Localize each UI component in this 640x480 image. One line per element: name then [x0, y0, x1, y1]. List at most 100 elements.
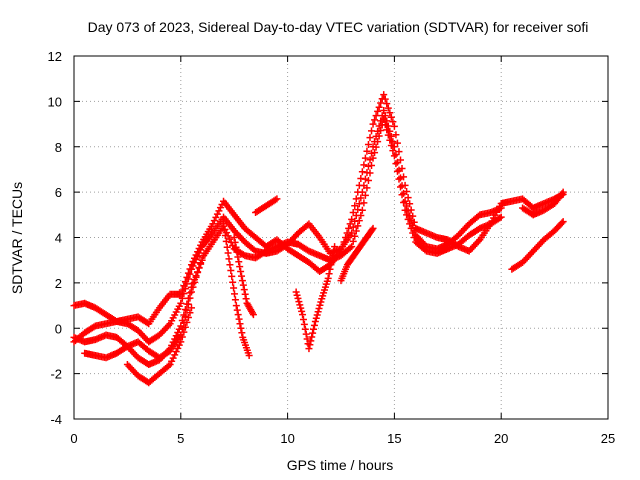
- data-point: [357, 194, 365, 202]
- data-point: [392, 151, 400, 159]
- data-point: [366, 169, 374, 177]
- data-point: [496, 214, 504, 222]
- grid: [74, 56, 608, 419]
- data-point: [239, 281, 247, 289]
- data-point: [326, 265, 334, 273]
- data-point: [311, 317, 319, 325]
- data-point: [189, 262, 197, 270]
- data-point: [400, 198, 408, 206]
- data-point: [381, 112, 389, 120]
- data-point: [220, 226, 228, 234]
- data-point: [232, 302, 240, 310]
- data-point: [168, 357, 176, 365]
- axes: 0 5 10 15 20 25 -4 -2 0 2 4 6 8 10 12: [48, 49, 616, 446]
- data-point: [407, 224, 415, 232]
- data-point: [186, 289, 194, 297]
- data-point: [346, 244, 354, 252]
- data-point: [228, 272, 236, 280]
- data-point: [174, 328, 182, 336]
- data-point: [238, 329, 246, 337]
- data-point: [197, 246, 205, 254]
- data-point: [195, 249, 203, 257]
- data-point: [183, 318, 191, 326]
- data-point: [209, 220, 217, 228]
- x-tick-label: 20: [494, 431, 508, 446]
- y-tick-label: 12: [48, 49, 62, 64]
- data-point: [169, 354, 177, 362]
- x-axis-label: GPS time / hours: [287, 457, 394, 473]
- data-point: [229, 278, 237, 286]
- data-point: [184, 275, 192, 283]
- data-point: [234, 253, 242, 261]
- data-point: [345, 224, 353, 232]
- data-point: [178, 316, 186, 324]
- data-point: [174, 344, 182, 352]
- chart-title: Day 073 of 2023, Sidereal Day-to-day VTE…: [88, 19, 589, 35]
- data-point: [354, 222, 362, 230]
- data-point: [177, 299, 185, 307]
- data-point: [307, 337, 315, 345]
- data-point: [310, 321, 318, 329]
- data-point: [374, 107, 382, 115]
- data-point: [360, 199, 368, 207]
- data-point: [393, 167, 401, 175]
- data-point: [181, 305, 189, 313]
- data-point: [403, 202, 411, 210]
- data-point: [369, 224, 377, 232]
- data-point: [386, 109, 394, 117]
- series-trace-f: [220, 220, 253, 359]
- data-point: [374, 138, 382, 146]
- data-point: [184, 294, 192, 302]
- data-point: [352, 227, 360, 235]
- data-point: [299, 311, 307, 319]
- data-point: [398, 191, 406, 199]
- data-point: [238, 277, 246, 285]
- data-point: [184, 269, 192, 277]
- data-point: [369, 120, 377, 128]
- data-point: [175, 325, 183, 333]
- data-point: [357, 211, 365, 219]
- data-point: [403, 211, 411, 219]
- data-point: [180, 328, 188, 336]
- data-point: [172, 348, 180, 356]
- data-point: [194, 252, 202, 260]
- data-point: [404, 194, 412, 202]
- data-point: [410, 234, 418, 241]
- data-point: [236, 320, 244, 328]
- data-point: [349, 223, 357, 231]
- data-point: [375, 103, 383, 111]
- y-tick-label: 6: [55, 185, 62, 200]
- data-point: [192, 272, 200, 280]
- data-point: [177, 322, 185, 330]
- data-point: [358, 168, 366, 176]
- data-point: [235, 315, 243, 323]
- data-point: [310, 325, 318, 333]
- data-point: [497, 213, 505, 221]
- series-trace-j: [337, 224, 377, 285]
- data-point: [305, 345, 313, 353]
- data-point: [369, 154, 377, 162]
- data-point: [296, 301, 304, 309]
- data-point: [293, 291, 301, 299]
- data-point: [273, 195, 281, 203]
- data-point: [231, 238, 239, 246]
- data-point: [233, 248, 241, 256]
- data-point: [189, 280, 197, 288]
- data-point: [177, 338, 185, 346]
- data-point: [212, 213, 220, 221]
- series-trace-b: [70, 106, 505, 346]
- data-point: [227, 267, 235, 275]
- data-point: [352, 195, 360, 203]
- data-point: [331, 243, 339, 251]
- series-trace-h: [252, 195, 281, 217]
- data-point: [222, 237, 230, 245]
- data-point: [303, 335, 311, 343]
- data-point: [308, 333, 316, 341]
- data-point: [314, 308, 322, 316]
- data-point: [371, 116, 379, 124]
- data-marks: [70, 91, 567, 387]
- x-tick-label: 5: [177, 431, 184, 446]
- data-point: [358, 206, 366, 214]
- data-point: [375, 132, 383, 140]
- data-point: [364, 140, 372, 148]
